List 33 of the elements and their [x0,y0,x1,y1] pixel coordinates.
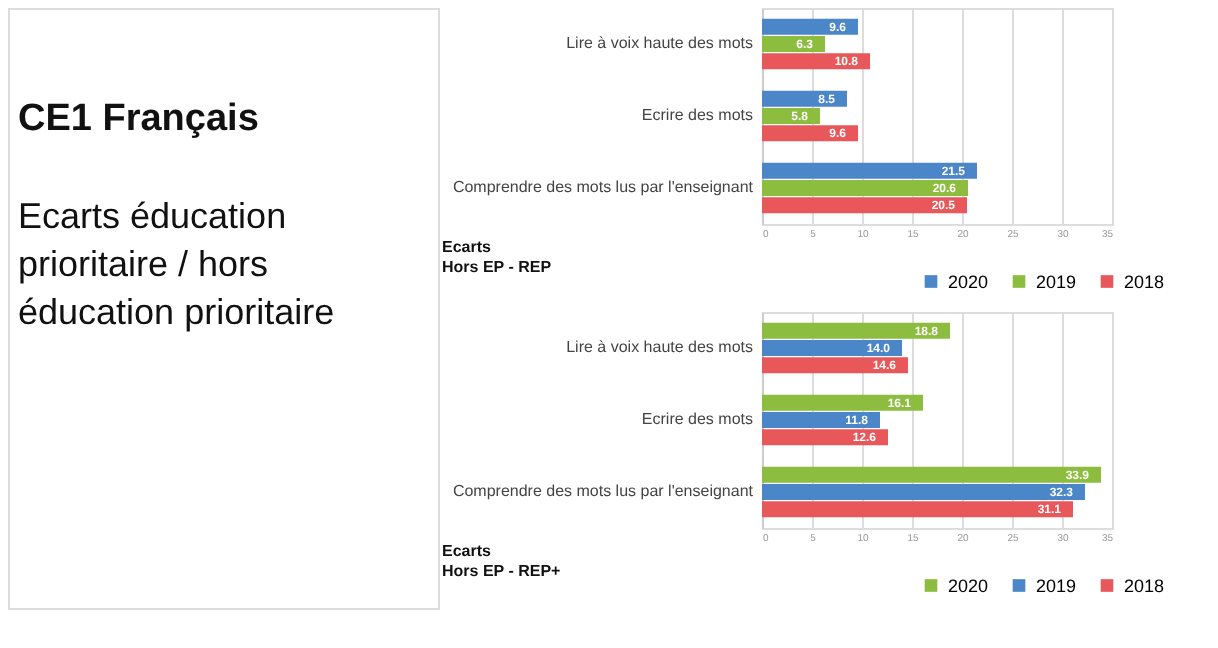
bar [762,125,858,142]
y-tick-label: Comprendre des mots lus par l'enseignant [452,482,755,500]
bar [762,501,1073,518]
legend-label: 2019 [1036,271,1077,292]
y-tick-label: Comprendre des mots lus par l'enseignant [452,178,755,196]
text: Ecarts Hors EP - REP [442,238,553,276]
bar [762,429,888,446]
legend-label: 2020 [948,271,989,292]
bar [762,180,968,196]
bar [762,484,1085,500]
y-tick-label: Lire à voix haute des mots [566,34,753,52]
text: Ecarts éducation prioritaire / hors éducation prioritaire [18,196,335,332]
bar [762,394,923,411]
bar [762,466,1101,483]
bar [762,90,847,107]
text: Ecarts Hors EP - REP+ [442,542,562,580]
bar [762,322,950,339]
bar [762,18,858,35]
legend-label: 2018 [1124,575,1165,596]
text: CE1 Français [18,98,259,140]
bar [762,412,880,428]
bar [762,357,908,374]
bar [762,53,870,70]
legend-label: 2020 [948,575,989,596]
bar [762,197,967,214]
bar [762,36,825,52]
y-tick-label: Ecrire des mots [641,106,753,124]
bar [762,340,902,356]
y-tick-label: Ecrire des mots [641,410,753,428]
legend-label: 2019 [1036,575,1077,596]
legend-label: 2018 [1124,271,1165,292]
y-tick-label: Lire à voix haute des mots [566,338,753,356]
bar [762,162,977,179]
